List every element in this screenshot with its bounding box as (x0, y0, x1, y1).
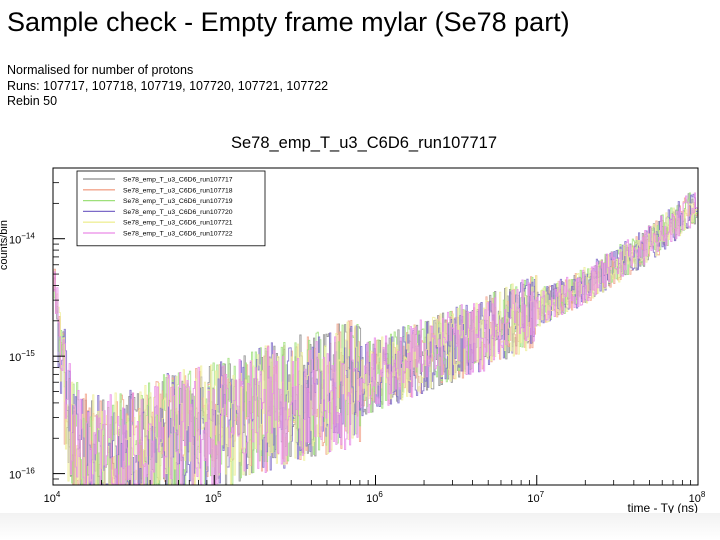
x-tick-label-4: 107 (527, 490, 544, 505)
y-tick-label-2: 10−15 (9, 349, 35, 364)
x-tick-label-3: 106 (366, 490, 383, 505)
legend-label-1: Se78_emp_T_u3_C6D6_run107717 (123, 177, 233, 184)
legend-label-2: Se78_emp_T_u3_C6D6_run107718 (123, 187, 233, 194)
bottom-fade (0, 513, 720, 540)
y-tick-label-1: 10−16 (9, 467, 35, 482)
y-tick-label-3: 10−14 (9, 232, 35, 247)
y-axis-label: counts/bin (0, 220, 10, 270)
note-normalisation: Normalised for number of protons (7, 63, 194, 77)
x-tick-label-1: 104 (44, 490, 61, 505)
chart-title: Se78_emp_T_u3_C6D6_run107717 (231, 134, 497, 152)
x-tick-label-5: 108 (689, 490, 706, 505)
axes-layer: 104 105 106 107 108 10−16 10−15 10−14 time - Tγ … (9, 167, 706, 515)
series-line-6 (53, 192, 698, 485)
legend-label-6: Se78_emp_T_u3_C6D6_run107722 (123, 231, 233, 238)
legend-label-5: Se78_emp_T_u3_C6D6_run107721 (123, 220, 233, 227)
legend-label-3: Se78_emp_T_u3_C6D6_run107719 (123, 198, 233, 205)
x-axis-label: time - Tγ (ns) (628, 501, 698, 515)
note-runs: Runs: 107717, 107718, 107719, 107720, 10… (7, 78, 329, 93)
legend: Se78_emp_T_u3_C6D6_run107717 Se78_emp_T_u… (76, 170, 266, 247)
note-rebin: Rebin 50 (7, 94, 58, 108)
slide-notes: Normalised for number of protons Runs: 1… (7, 63, 328, 110)
legend-label-4: Se78_emp_T_u3_C6D6_run107720 (123, 209, 233, 216)
x-tick-label-2: 105 (205, 490, 222, 505)
slide-title: Sample check - Empty frame mylar (Se78 p… (7, 7, 570, 37)
series-layer (53, 192, 698, 485)
